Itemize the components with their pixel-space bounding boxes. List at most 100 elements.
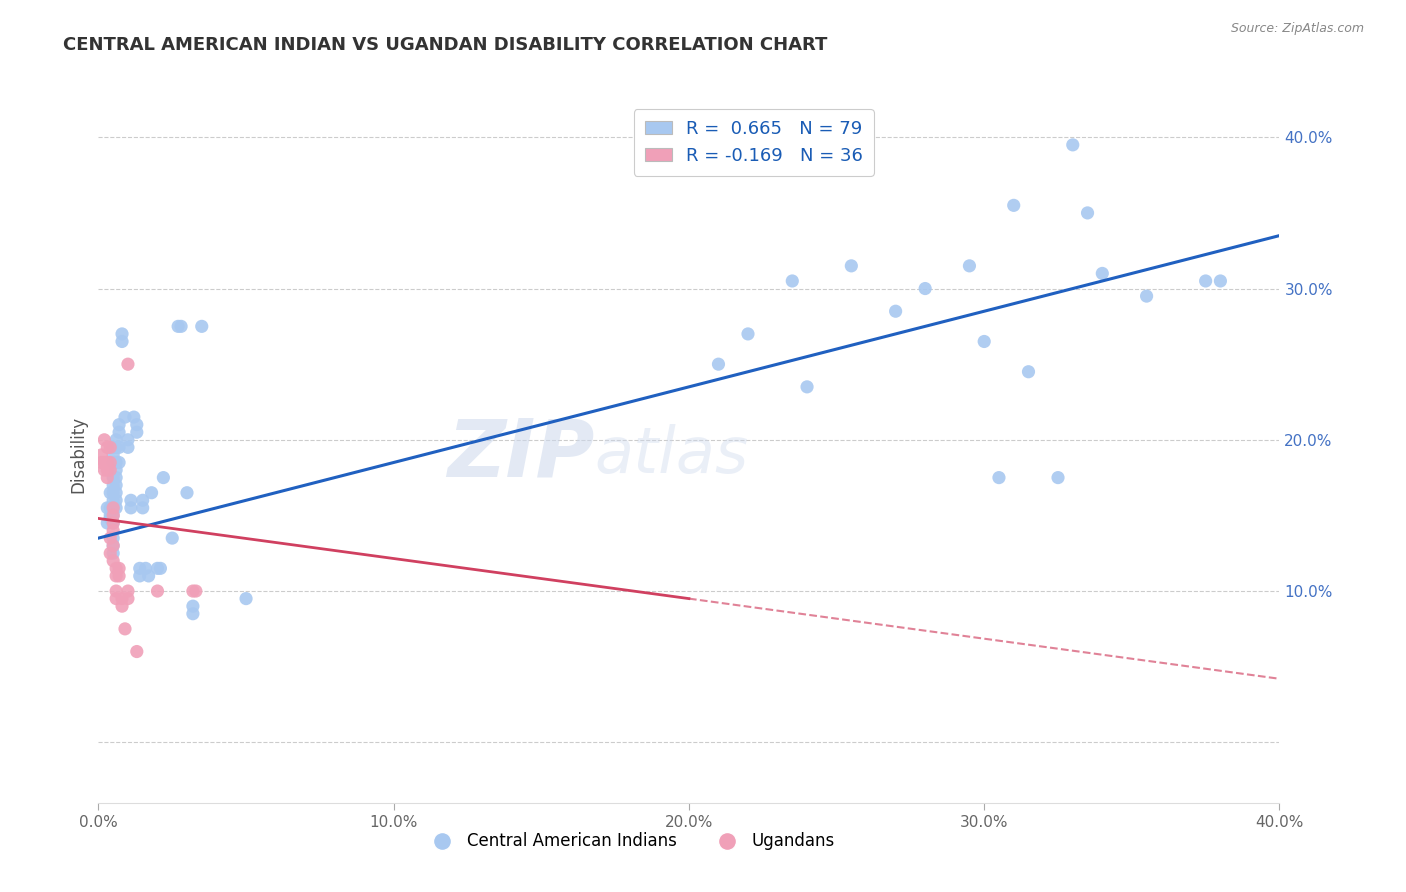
Point [152, 470, 174, 484]
Point [98, 508, 121, 523]
Text: Source: ZipAtlas.com: Source: ZipAtlas.com [1230, 22, 1364, 36]
Point [117, 433, 139, 447]
Point [914, 281, 936, 295]
Point [132, 500, 155, 515]
Point [167, 319, 190, 334]
Point [1002, 198, 1025, 212]
Point [105, 433, 128, 447]
Point [108, 561, 131, 575]
Point [235, 591, 257, 606]
Point [1091, 267, 1114, 281]
Point [108, 425, 131, 440]
Point [96, 470, 118, 484]
Point [176, 485, 198, 500]
Point [98, 531, 121, 545]
Point [103, 524, 125, 538]
Point [105, 455, 128, 469]
Point [114, 410, 136, 425]
Point [149, 561, 172, 575]
Point [103, 508, 125, 523]
Point [973, 334, 995, 349]
Point [96, 455, 118, 469]
Point [120, 500, 142, 515]
Point [125, 425, 148, 440]
Point [98, 485, 121, 500]
Text: ZIP: ZIP [447, 416, 595, 494]
Point [111, 334, 134, 349]
Point [988, 470, 1011, 484]
Point [105, 500, 128, 515]
Point [90, 448, 112, 462]
Point [135, 561, 157, 575]
Point [117, 441, 139, 455]
Point [96, 463, 118, 477]
Point [132, 493, 155, 508]
Point [93, 433, 115, 447]
Point [1018, 365, 1040, 379]
Point [103, 516, 125, 530]
Point [98, 511, 121, 525]
Point [111, 326, 134, 341]
Point [841, 259, 863, 273]
Point [146, 584, 169, 599]
Point [117, 591, 139, 606]
Point [105, 441, 128, 455]
Point [184, 584, 207, 599]
Point [114, 622, 136, 636]
Point [90, 455, 112, 469]
Point [96, 516, 118, 530]
Point [117, 584, 139, 599]
Point [96, 441, 118, 455]
Point [98, 441, 121, 455]
Point [108, 455, 131, 469]
Point [98, 546, 121, 560]
Point [146, 561, 169, 575]
Point [98, 500, 121, 515]
Point [103, 546, 125, 560]
Point [105, 493, 128, 508]
Point [103, 448, 125, 462]
Point [98, 463, 121, 477]
Point [103, 516, 125, 530]
Point [111, 599, 134, 614]
Point [120, 493, 142, 508]
Point [108, 569, 131, 583]
Point [1077, 206, 1099, 220]
Text: CENTRAL AMERICAN INDIAN VS UGANDAN DISABILITY CORRELATION CHART: CENTRAL AMERICAN INDIAN VS UGANDAN DISAB… [63, 36, 828, 54]
Point [103, 554, 125, 568]
Point [959, 259, 981, 273]
Point [108, 417, 131, 432]
Point [782, 274, 804, 288]
Point [93, 455, 115, 469]
Point [1209, 274, 1232, 288]
Point [103, 441, 125, 455]
Point [128, 561, 150, 575]
Point [128, 569, 150, 583]
Point [884, 304, 907, 318]
Point [103, 470, 125, 484]
Point [737, 326, 759, 341]
Point [98, 455, 121, 469]
Point [105, 584, 128, 599]
Point [1046, 470, 1070, 484]
Point [103, 485, 125, 500]
Point [103, 539, 125, 553]
Point [141, 485, 163, 500]
Point [96, 500, 118, 515]
Point [1195, 274, 1218, 288]
Point [105, 478, 128, 492]
Point [103, 531, 125, 545]
Point [138, 569, 160, 583]
Point [105, 591, 128, 606]
Point [1136, 289, 1159, 303]
Text: atlas: atlas [595, 424, 749, 486]
Point [108, 441, 131, 455]
Point [111, 591, 134, 606]
Point [105, 485, 128, 500]
Point [191, 319, 214, 334]
Point [103, 478, 125, 492]
Point [105, 569, 128, 583]
Point [181, 607, 204, 621]
Point [93, 463, 115, 477]
Point [105, 561, 128, 575]
